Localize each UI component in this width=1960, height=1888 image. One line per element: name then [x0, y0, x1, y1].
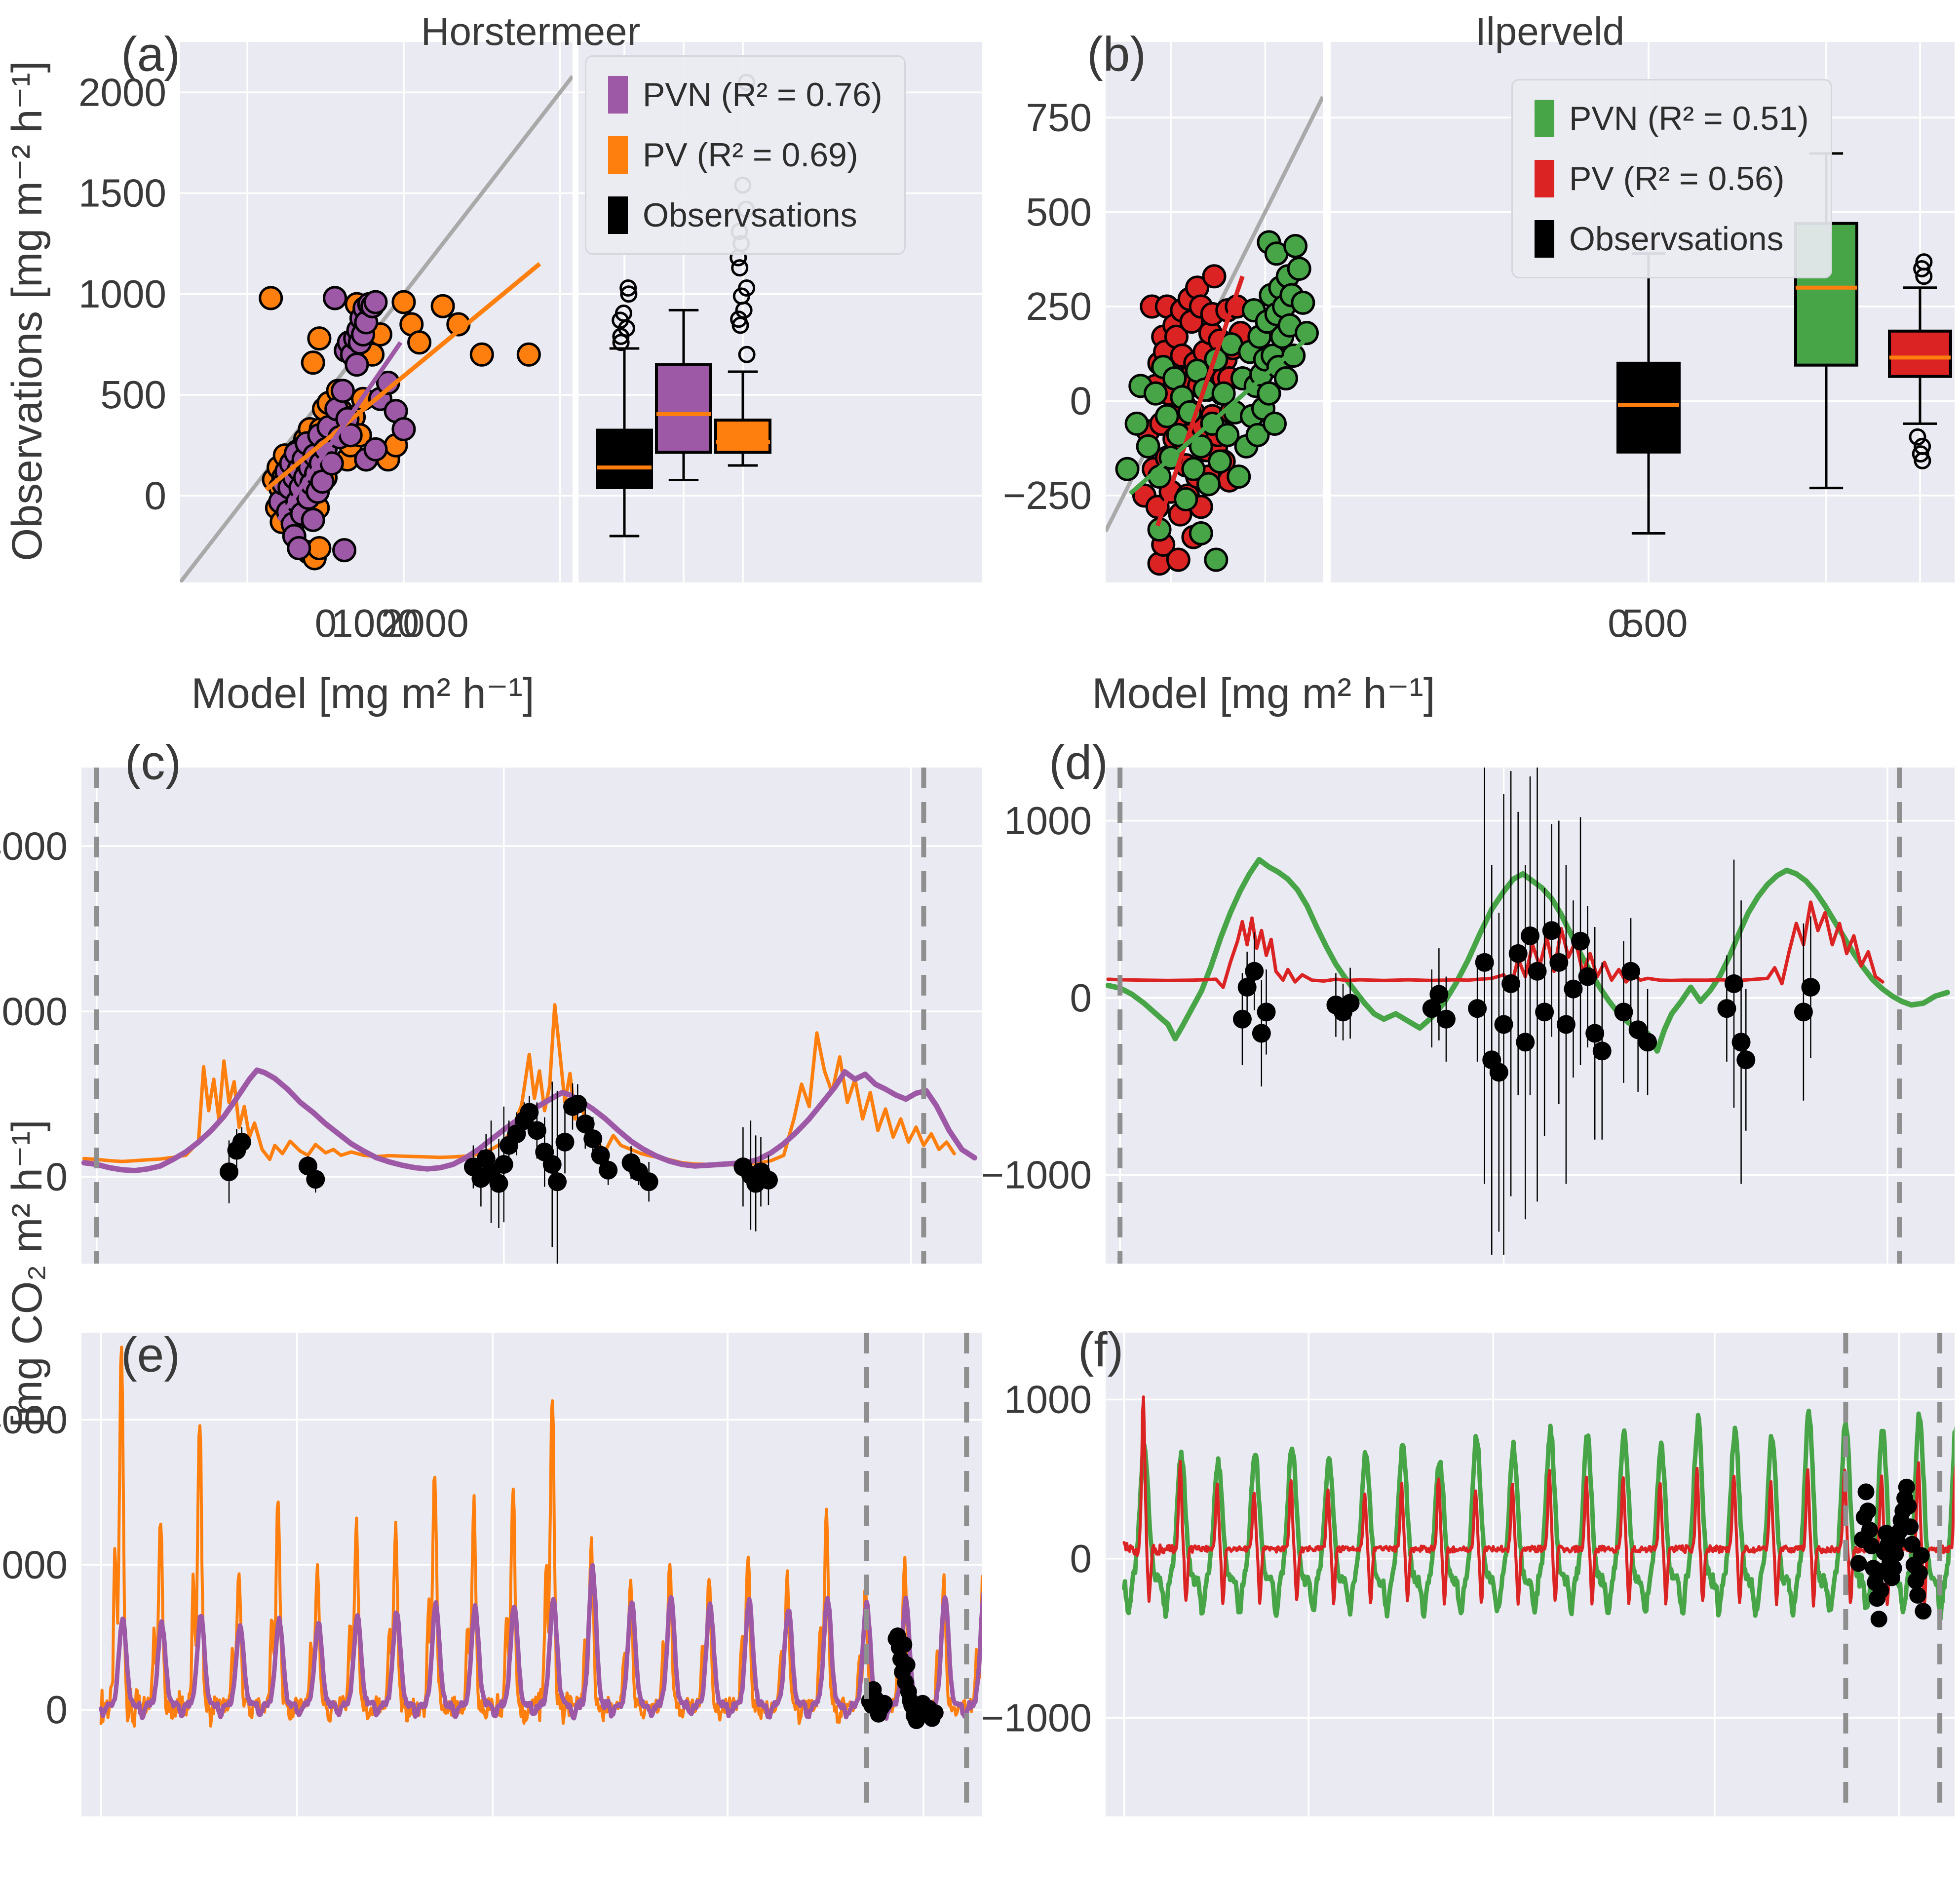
obs-swatch: [608, 196, 628, 234]
observations-d: [1232, 768, 1820, 1255]
legend-item-pvn-right: PVN (R² = 0.51): [1535, 99, 1809, 138]
panel-letter-b: (b): [1087, 27, 1146, 81]
svg-text:2000: 2000: [78, 70, 166, 114]
legend-label-pvn-right: PVN (R² = 0.51): [1569, 100, 1809, 137]
svg-text:0: 0: [46, 1155, 68, 1198]
panel-letter-d: (d): [1049, 735, 1108, 790]
observations-f: [1850, 1478, 1932, 1628]
legend-item-obs-left: Observsations: [608, 196, 883, 234]
svg-text:500: 500: [1026, 190, 1092, 234]
svg-text:0: 0: [1070, 1537, 1092, 1580]
boxplots-a: [596, 74, 771, 538]
title-ilperveld: Ilperveld: [1475, 9, 1625, 53]
svg-text:1000: 1000: [78, 272, 166, 316]
svg-text:0: 0: [46, 1688, 68, 1732]
panel-d: −10000100001-201505-201609-2017: [981, 768, 1955, 1264]
svg-text:0: 0: [1070, 379, 1092, 423]
legend-label-obs-left: Observsations: [643, 196, 857, 234]
panel-letter-c: (c): [124, 735, 182, 790]
observations-e: [861, 1627, 944, 1730]
svg-text:0: 0: [1070, 976, 1092, 1020]
legend-a: PVN (R² = 0.76) PV (R² = 0.69) Observsat…: [585, 55, 906, 255]
svg-text:750: 750: [1026, 95, 1092, 139]
svg-text:−1000: −1000: [981, 1695, 1092, 1739]
title-horstermeer: Horstermeer: [421, 9, 641, 53]
legend-label-pv-right: PV (R² = 0.56): [1569, 160, 1785, 197]
legend-label-obs-right: Observsations: [1569, 220, 1784, 258]
legend-label-pv-left: PV (R² = 0.69): [643, 136, 858, 174]
y-axis-label-row1: Observations [mg m⁻² h⁻¹]: [3, 61, 51, 561]
panel-letter-e: (e): [121, 1327, 180, 1382]
svg-text:2000: 2000: [381, 601, 469, 645]
x-axis-label-a: Model [mg m² h⁻¹]: [191, 670, 535, 717]
pv-swatch: [1535, 160, 1554, 197]
observations-c: [220, 1081, 778, 1264]
svg-text:1000: 1000: [331, 601, 419, 645]
svg-text:2000: 2000: [0, 989, 68, 1033]
legend-item-pv-left: PV (R² = 0.69): [608, 136, 883, 174]
svg-text:0: 0: [1608, 601, 1630, 645]
svg-text:250: 250: [1026, 284, 1092, 328]
panel-e: 02000400019952000200520112016: [0, 1333, 982, 1816]
panel-letter-f: (f): [1077, 1322, 1124, 1377]
svg-text:0: 0: [315, 601, 337, 645]
svg-text:−1000: −1000: [981, 1153, 1092, 1197]
svg-text:500: 500: [101, 373, 166, 417]
panel-letter-a: (a): [121, 27, 180, 81]
panel-f: −10000100019952000200520112016: [981, 1333, 1955, 1816]
svg-text:1500: 1500: [78, 171, 166, 215]
svg-text:2000: 2000: [0, 1542, 68, 1586]
svg-text:1000: 1000: [1004, 799, 1092, 843]
pvn-swatch: [1535, 100, 1554, 137]
svg-text:4000: 4000: [0, 824, 68, 868]
svg-text:−250: −250: [1003, 473, 1092, 517]
x-axis-label-b: Model [mg m² h⁻¹]: [1092, 670, 1435, 717]
panel-c: 02000400001-201505-201609-2017: [0, 768, 982, 1264]
pv-swatch: [608, 136, 628, 174]
svg-text:1000: 1000: [1004, 1378, 1092, 1422]
svg-text:4000: 4000: [0, 1398, 68, 1442]
legend-label-pvn-left: PVN (R² = 0.76): [643, 76, 883, 114]
legend-item-pvn-left: PVN (R² = 0.76): [608, 76, 883, 114]
legend-item-pv-right: PV (R² = 0.56): [1535, 159, 1809, 198]
y-axis-label-rows23: [mg CO₂ m² h⁻¹]: [3, 1119, 51, 1427]
svg-text:500: 500: [1622, 601, 1688, 645]
legend-item-obs-right: Observsations: [1535, 220, 1809, 258]
pvn-swatch: [608, 76, 628, 114]
obs-swatch: [1535, 220, 1554, 258]
svg-text:0: 0: [145, 474, 167, 518]
legend-b: PVN (R² = 0.51) PV (R² = 0.56) Observsat…: [1511, 79, 1832, 278]
